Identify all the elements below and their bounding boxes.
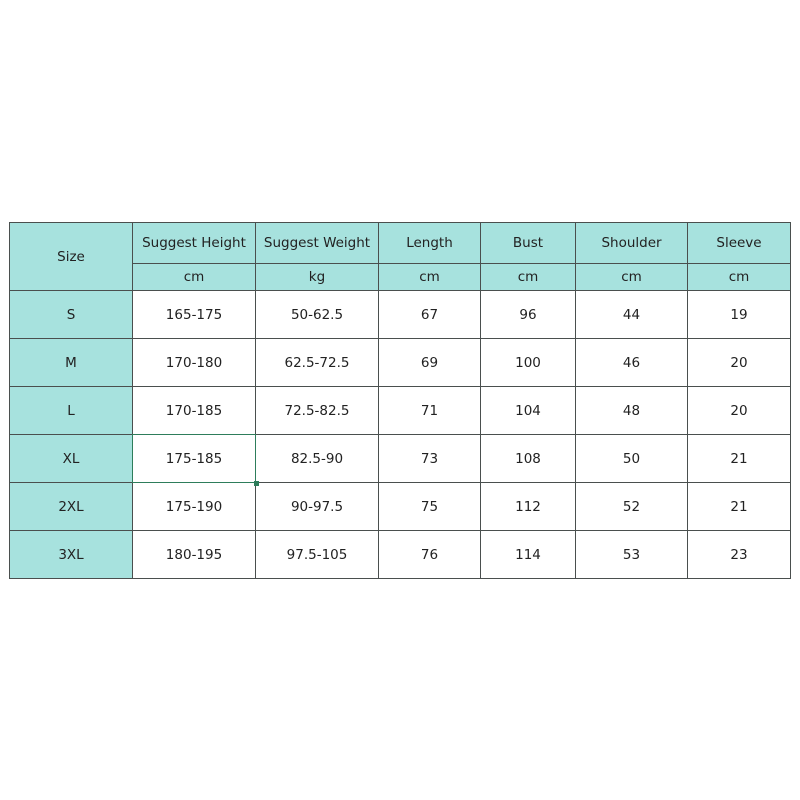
column-header: Suggest Height (132, 222, 256, 264)
value-cell[interactable]: 71 (378, 386, 481, 435)
value-cell[interactable]: 175-190 (132, 482, 256, 531)
size-cell: 2XL (9, 482, 133, 531)
column-header: Sleeve (687, 222, 791, 264)
value-cell[interactable]: 97.5-105 (255, 530, 379, 579)
value-cell[interactable]: 165-175 (132, 290, 256, 339)
value-cell[interactable]: 52 (575, 482, 688, 531)
value-cell[interactable]: 72.5-82.5 (255, 386, 379, 435)
size-cell: S (9, 290, 133, 339)
value-cell[interactable]: 104 (480, 386, 576, 435)
unit-cell: cm (480, 263, 576, 291)
value-cell[interactable]: 108 (480, 434, 576, 483)
value-cell[interactable]: 180-195 (132, 530, 256, 579)
table-row: 3XL 180-195 97.5-105 76 114 53 23 (9, 530, 791, 579)
size-cell: L (9, 386, 133, 435)
value-cell[interactable]: 46 (575, 338, 688, 387)
value-cell[interactable]: 62.5-72.5 (255, 338, 379, 387)
value-cell[interactable]: 21 (687, 482, 791, 531)
value-cell[interactable]: 170-180 (132, 338, 256, 387)
value-cell[interactable]: 82.5-90 (255, 434, 379, 483)
value-cell[interactable]: 100 (480, 338, 576, 387)
value-cell[interactable]: 23 (687, 530, 791, 579)
header-row: Size Suggest Height Suggest Weight Lengt… (9, 222, 791, 291)
value-cell[interactable]: 76 (378, 530, 481, 579)
value-cell[interactable]: 44 (575, 290, 688, 339)
value-cell[interactable]: 90-97.5 (255, 482, 379, 531)
table-row: L 170-185 72.5-82.5 71 104 48 20 (9, 386, 791, 435)
unit-row: cm kg cm cm cm cm (10, 263, 791, 291)
value-cell[interactable]: 21 (687, 434, 791, 483)
value-cell[interactable]: 96 (480, 290, 576, 339)
size-chart-table: Size Suggest Height Suggest Weight Lengt… (9, 222, 791, 579)
value-cell[interactable]: 53 (575, 530, 688, 579)
value-cell[interactable]: 75 (378, 482, 481, 531)
value-cell[interactable]: 69 (378, 338, 481, 387)
column-header: Shoulder (575, 222, 688, 264)
column-header: Suggest Weight (255, 222, 379, 264)
unit-cell: cm (575, 263, 688, 291)
value-cell[interactable]: 170-185 (132, 386, 256, 435)
value-cell[interactable]: 50-62.5 (255, 290, 379, 339)
fill-handle[interactable] (254, 481, 259, 486)
size-cell: XL (9, 434, 133, 483)
table-row: S 165-175 50-62.5 67 96 44 19 (9, 290, 791, 339)
unit-cell: kg (255, 263, 379, 291)
column-header: Length (378, 222, 481, 264)
unit-cell: cm (378, 263, 481, 291)
table-row: 2XL 175-190 90-97.5 75 112 52 21 (9, 482, 791, 531)
value-cell[interactable]: 50 (575, 434, 688, 483)
size-cell: 3XL (9, 530, 133, 579)
value-cell[interactable]: 19 (687, 290, 791, 339)
unit-cell: cm (687, 263, 791, 291)
value-cell[interactable]: 67 (378, 290, 481, 339)
value-cell[interactable]: 48 (575, 386, 688, 435)
column-header: Bust (480, 222, 576, 264)
value-cell[interactable]: 20 (687, 386, 791, 435)
value-cell[interactable]: 112 (480, 482, 576, 531)
selected-cell[interactable]: 175-185 (132, 434, 259, 486)
size-header: Size (9, 222, 133, 291)
value-cell[interactable]: 73 (378, 434, 481, 483)
table-row: M 170-180 62.5-72.5 69 100 46 20 (9, 338, 791, 387)
value-cell[interactable]: 114 (480, 530, 576, 579)
value-cell[interactable]: 20 (687, 338, 791, 387)
table-row: XL 175-185 82.5-90 73 108 50 21 (9, 434, 791, 486)
size-cell: M (9, 338, 133, 387)
unit-cell: cm (132, 263, 256, 291)
